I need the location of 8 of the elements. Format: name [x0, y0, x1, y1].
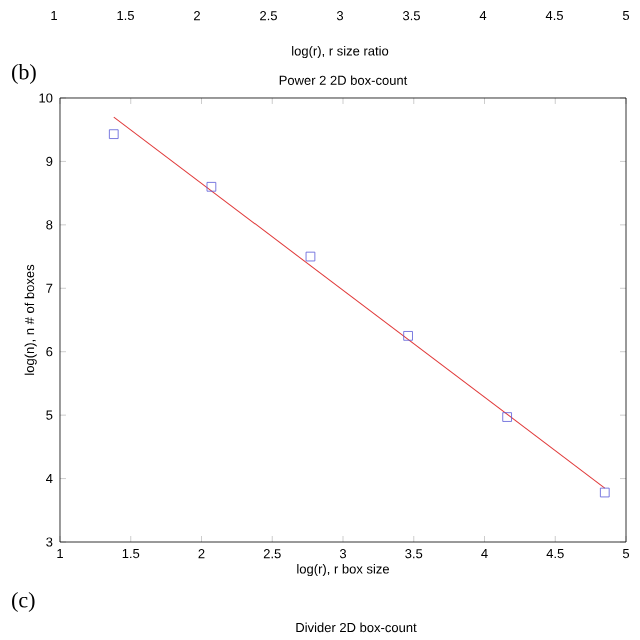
- text: (b): [12, 64, 36, 84]
- point: [403, 331, 413, 341]
- point: [502, 412, 512, 422]
- point: [206, 181, 217, 192]
- point: [599, 487, 610, 498]
- point: [108, 129, 119, 139]
- point: [305, 251, 316, 262]
- text: (c): [12, 592, 35, 612]
